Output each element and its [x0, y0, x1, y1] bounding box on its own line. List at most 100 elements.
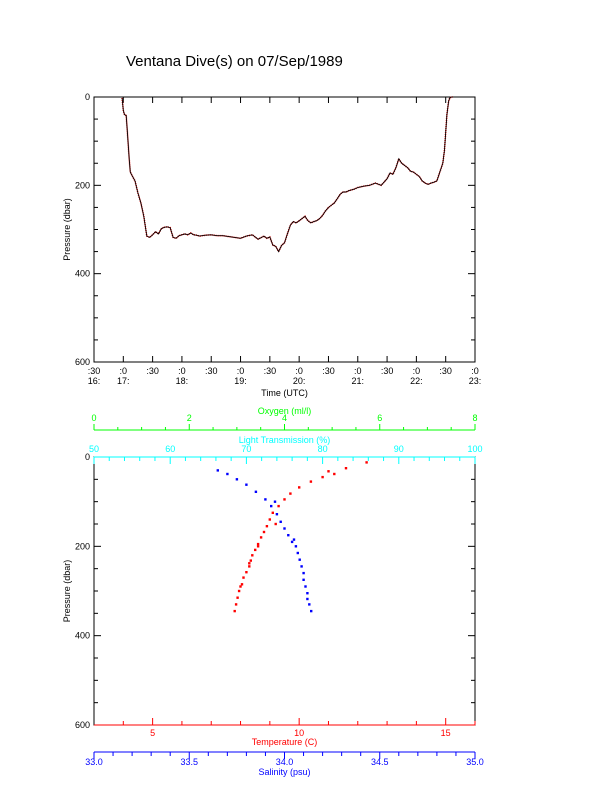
temperature-point: [365, 461, 368, 464]
temperature-point: [239, 585, 242, 588]
dive-track-series: [121, 96, 453, 253]
salinity-tick-label: 34.0: [276, 757, 294, 767]
temperature-point: [245, 571, 248, 574]
temperature-point: [321, 475, 324, 479]
salinity-point: [302, 571, 305, 575]
temperature-point: [327, 470, 330, 473]
y-tick-label: 400: [75, 631, 90, 641]
salinity-point: [273, 500, 277, 503]
x-tick-label-minutes: :30: [381, 366, 394, 376]
salinity-point: [226, 472, 229, 476]
salinity-point: [283, 527, 286, 530]
x-tick-label-minutes: :0: [471, 366, 479, 376]
temperature-point: [248, 562, 251, 565]
x-tick-label-minutes: :30: [88, 366, 101, 376]
temperature-point: [283, 498, 286, 501]
temperature-point: [233, 609, 236, 613]
salinity-point: [310, 609, 313, 613]
light-tick-label: 80: [318, 444, 328, 454]
oxygen-tick-label: 2: [187, 413, 192, 423]
temperature-point: [265, 525, 269, 528]
profiles-plot: 0 200 400 600 Pressure (dbar) 0 2 4 6 8 Oxygen (ml…: [62, 406, 484, 777]
salinity-point: [270, 504, 273, 508]
salinity-point: [292, 538, 296, 541]
x-tick-label-minutes: :0: [237, 366, 245, 376]
x-tick-label-minutes: :30: [439, 366, 452, 376]
x-tick-label-minutes: :0: [413, 366, 421, 376]
temperature-tick-label: 15: [441, 728, 451, 738]
temperature-point: [274, 522, 277, 526]
salinity-point: [302, 578, 305, 581]
oxygen-tick-label: 4: [282, 413, 287, 423]
salinity-point: [294, 545, 298, 548]
light-tick-label: 60: [165, 444, 175, 454]
light-axis-label: Light Transmission (%): [239, 435, 331, 445]
salinity-point: [254, 490, 258, 493]
x-tick-label-minutes: :30: [146, 366, 159, 376]
top-plot-frame: [93, 96, 476, 363]
x-tick-label-hour: 18:: [176, 376, 189, 386]
salinity-point: [298, 558, 301, 561]
temperature-point: [277, 504, 280, 508]
temperature-point: [262, 530, 266, 534]
salinity-point: [245, 483, 248, 486]
oxygen-tick-label: 6: [377, 413, 382, 423]
temperature-point: [236, 596, 239, 599]
salinity-point: [306, 597, 309, 601]
bottom-plot-frame: [93, 456, 476, 726]
x-tick-label-hour: 16:: [88, 376, 101, 386]
x-tick-label-minutes: :0: [120, 366, 128, 376]
x-tick-label-hour: 21:: [352, 376, 365, 386]
light-tick-label: 70: [241, 444, 251, 454]
temperature-point: [268, 518, 271, 521]
x-tick-label-hour: 19:: [234, 376, 247, 386]
dive-track-red-series: [121, 96, 453, 254]
temperature-tick-label: 5: [150, 728, 155, 738]
temperature-point: [234, 603, 238, 606]
salinity-point: [279, 520, 282, 523]
salinity-tick-label: 33.5: [180, 757, 198, 767]
temperature-axis-label: Temperature (C): [252, 737, 318, 747]
salinity-tick-label: 33.0: [85, 757, 103, 767]
y-axis-label: Pressure (dbar): [62, 198, 72, 261]
y-tick-label: 200: [75, 180, 90, 190]
salinity-point: [300, 565, 303, 568]
oxygen-tick-label: 8: [472, 413, 477, 423]
x-tick-label-minutes: :30: [322, 366, 335, 376]
temperature-point: [249, 559, 252, 562]
salinity-point: [296, 551, 299, 555]
salinity-point: [275, 513, 279, 516]
x-tick-label-minutes: :0: [354, 366, 362, 376]
temperature-point: [309, 480, 313, 483]
temperature-point: [254, 548, 257, 552]
temperature-point: [256, 542, 260, 546]
salinity-point: [216, 469, 219, 472]
temperature-point: [237, 589, 241, 593]
salinity-point: [306, 592, 309, 595]
y-tick-label: 600: [75, 357, 90, 367]
x-tick-label-hour: 23:: [469, 376, 482, 386]
light-tick-label: 100: [467, 444, 482, 454]
x-tick-label-hour: 22:: [410, 376, 423, 386]
salinity-axis-label: Salinity (psu): [258, 767, 310, 777]
x-tick-label-minutes: :30: [264, 366, 277, 376]
temperature-point: [298, 486, 301, 489]
salinity-tick-label: 34.5: [371, 757, 389, 767]
chart-title: Ventana Dive(s) on 07/Sep/1989: [126, 53, 343, 70]
x-tick-label-minutes: :30: [205, 366, 218, 376]
x-tick-label-minutes: :0: [178, 366, 186, 376]
light-tick-label: 90: [394, 444, 404, 454]
x-tick-label-hour: 20:: [293, 376, 306, 386]
x-tick-label-minutes: :0: [295, 366, 303, 376]
salinity-point: [235, 478, 239, 481]
temperature-point: [242, 576, 245, 579]
x-tick-label-hour: 17:: [117, 376, 130, 386]
temperature-point: [256, 545, 260, 548]
salinity-tick-label: 35.0: [466, 757, 484, 767]
salinity-point: [287, 534, 290, 537]
y-tick-label: 200: [75, 541, 90, 551]
salinity-point: [308, 603, 311, 606]
oxygen-axis-label: Oxygen (ml/l): [258, 406, 312, 416]
temperature-tick-label: 10: [294, 728, 304, 738]
